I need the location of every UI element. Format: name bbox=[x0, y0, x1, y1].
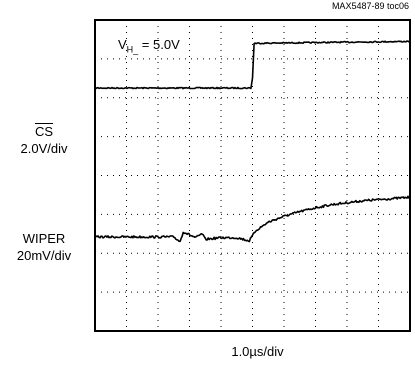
trace-cs bbox=[94, 40, 411, 90]
channel-cs-scale: 2.0V/div bbox=[20, 141, 68, 156]
channel-cs-label: CS bbox=[34, 124, 54, 139]
plot-frame bbox=[94, 19, 411, 332]
figure-id: MAX5487-89 toc06 bbox=[331, 1, 409, 11]
trace-wiper bbox=[94, 195, 411, 243]
traces bbox=[94, 40, 411, 243]
channel-wiper-label: WIPER bbox=[22, 231, 66, 246]
time-scale-label: 1.0µs/div bbox=[231, 344, 284, 359]
supply-voltage-annotation: VH_ = 5.0V bbox=[118, 37, 180, 55]
channel-wiper-scale: 20mV/div bbox=[16, 248, 72, 263]
